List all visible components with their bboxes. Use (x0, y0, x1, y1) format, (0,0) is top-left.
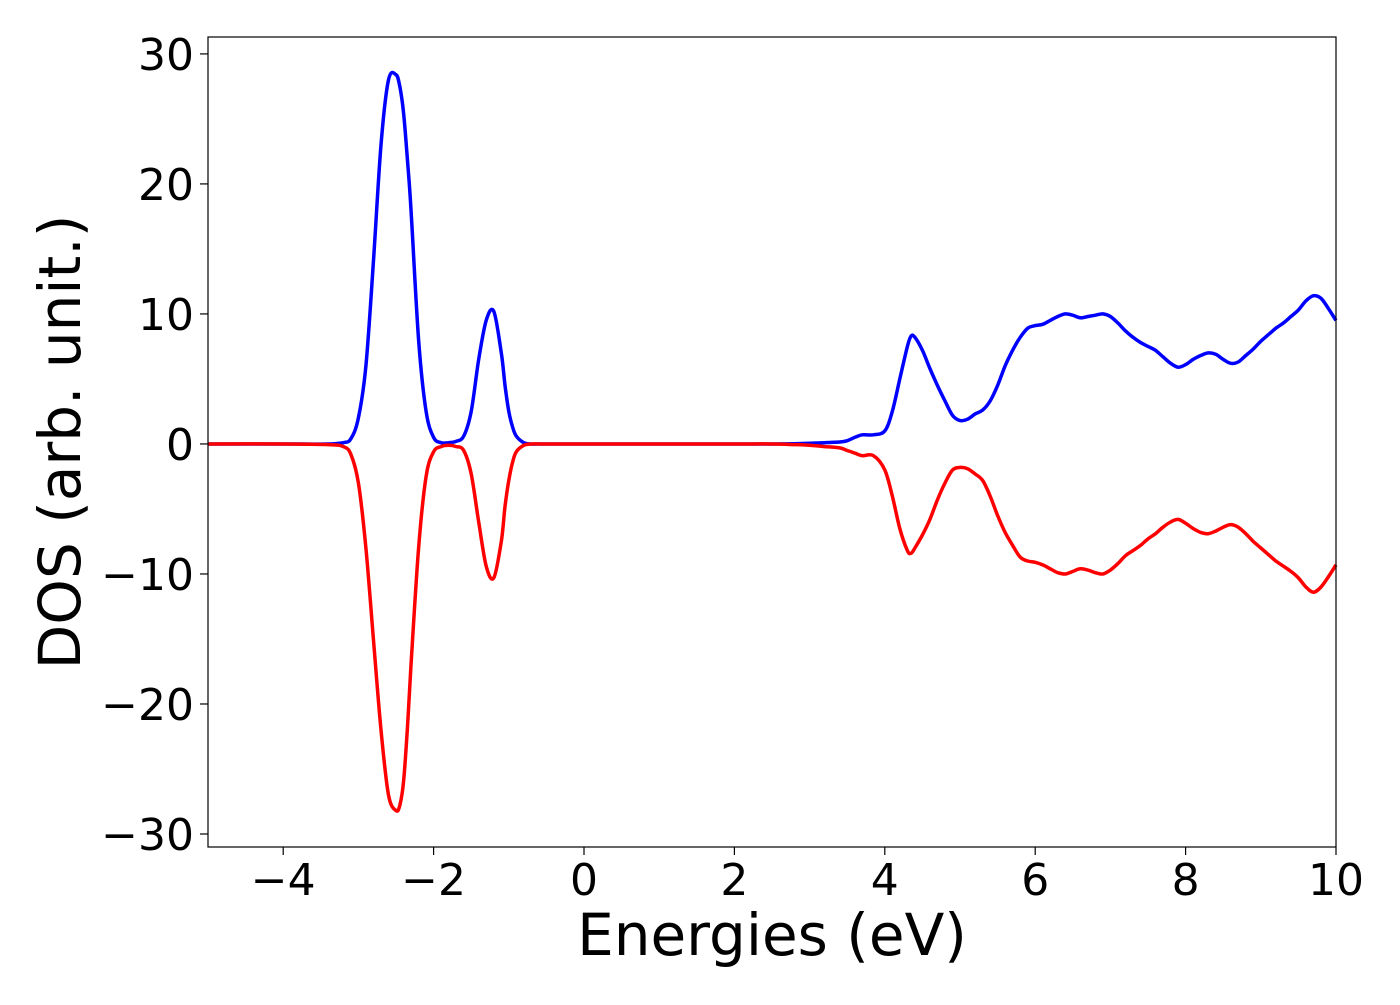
series-layer (207, 70, 1338, 813)
x-tick-label: 10 (1308, 855, 1364, 906)
x-axis-label: Energies (eV) (577, 901, 967, 969)
x-tick-label: −2 (401, 855, 466, 906)
x-axis: −4 −2 0 2 4 6 8 10 (251, 847, 1364, 906)
y-tick-label: −20 (101, 680, 194, 731)
y-axis: −30 −20 −10 0 10 20 30 (101, 30, 208, 861)
dos-line-red (207, 442, 1338, 813)
x-tick-label: 0 (570, 855, 598, 906)
y-tick-label: 20 (138, 160, 194, 211)
y-tick-label: 10 (138, 290, 194, 341)
dos-line-blue (208, 70, 1338, 446)
x-tick-label: 8 (1172, 855, 1200, 906)
plot-frame (207, 36, 1337, 848)
y-tick-label: −30 (101, 810, 194, 861)
x-tick-label: 6 (1021, 855, 1049, 906)
y-axis-label: DOS (arb. unit.) (26, 215, 94, 670)
x-tick-label: 2 (720, 855, 748, 906)
y-tick-label: −10 (101, 550, 194, 601)
x-tick-label: 4 (871, 855, 899, 906)
y-tick-label: 30 (138, 30, 194, 81)
x-tick-label: −4 (251, 855, 316, 906)
y-tick-label: 0 (166, 420, 194, 471)
